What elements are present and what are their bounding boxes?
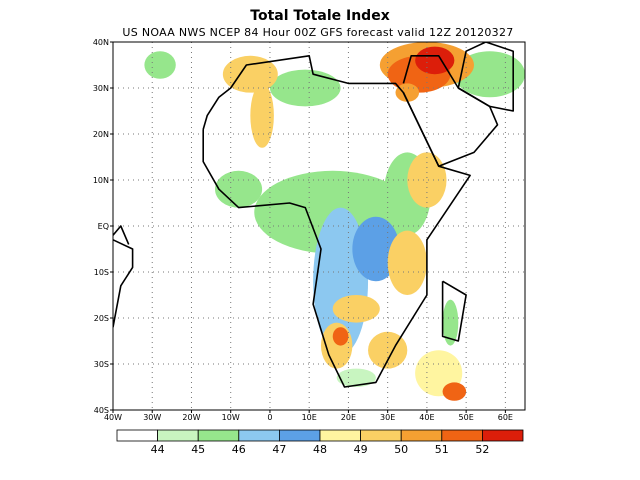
longitude-ticks: 40W 30W 20W 10W 0 10E 20E 30E 40E 50E 60E <box>104 410 513 422</box>
colorbar-swatch <box>278 429 321 442</box>
index-patch <box>269 69 341 107</box>
coastline <box>457 42 514 112</box>
lat-tick-label: 40N <box>93 38 109 47</box>
map-subtitle: US NOAA NWS NCEP 84 Hour 00Z GFS forecas… <box>122 26 514 39</box>
colorbar-label: 52 <box>475 443 489 456</box>
colorbar-swatch <box>400 429 443 442</box>
colorbar-label: 50 <box>394 443 408 456</box>
lon-tick-label: 40W <box>104 413 122 422</box>
lat-tick-label: 30S <box>94 360 109 369</box>
colorbar-swatch <box>116 429 158 442</box>
colorbar-label: 48 <box>313 443 327 456</box>
lat-tick-label: 10S <box>94 268 109 277</box>
latitude-ticks: 40N 30N 20N 10N EQ 10S 20S 30S 40S <box>93 38 113 415</box>
lat-tick-label: 20N <box>93 130 109 139</box>
coastline <box>202 55 471 388</box>
coastline <box>441 280 467 342</box>
colorbar-swatch <box>238 429 280 442</box>
colorbar-label: 44 <box>151 443 165 456</box>
lon-tick-label: 30E <box>380 413 395 422</box>
index-patch <box>215 170 263 208</box>
colorbar-swatch <box>197 429 240 442</box>
index-patch <box>250 83 274 148</box>
graticule <box>113 42 525 410</box>
colorbar-swatch <box>441 429 483 442</box>
colorbar-label: 49 <box>354 443 368 456</box>
index-patch <box>442 382 467 401</box>
colorbar-label: 47 <box>272 443 286 456</box>
colorbar-swatch <box>319 429 361 442</box>
index-patch <box>415 46 455 75</box>
index-patch <box>336 368 376 387</box>
lon-tick-label: 20W <box>182 413 200 422</box>
colorbar-label: 46 <box>232 443 246 456</box>
index-patch <box>332 295 380 323</box>
colorbar-swatch <box>360 429 402 442</box>
colorbar-swatch <box>481 429 524 442</box>
lat-tick-label: 30N <box>93 84 109 93</box>
colorbar-label: 45 <box>191 443 205 456</box>
coastline <box>113 225 130 245</box>
lon-tick-label: 20E <box>341 413 356 422</box>
colorbar-swatch <box>157 429 199 442</box>
index-patch <box>387 230 427 295</box>
lon-tick-label: 40E <box>419 413 434 422</box>
index-patch <box>442 299 459 346</box>
lon-tick-label: 30W <box>143 413 161 422</box>
index-patch <box>407 152 447 208</box>
lon-tick-label: 50E <box>459 413 474 422</box>
index-patch <box>332 327 349 346</box>
coastline <box>113 239 134 328</box>
lon-tick-label: 0 <box>267 413 272 422</box>
lat-tick-label: 10N <box>93 176 109 185</box>
index-patch <box>222 55 278 93</box>
lon-tick-label: 10W <box>222 413 240 422</box>
coastlines <box>113 42 514 388</box>
map-title: Total Totale Index <box>250 8 390 24</box>
index-patch <box>144 51 176 79</box>
colorbar-label: 51 <box>435 443 449 456</box>
colorbar: 44 45 46 47 48 49 50 51 52 <box>116 429 524 456</box>
lat-tick-label: 20S <box>94 314 109 323</box>
lon-tick-label: 10E <box>302 413 317 422</box>
lat-tick-label: EQ <box>98 222 109 231</box>
lon-tick-label: 60E <box>498 413 513 422</box>
lat-tick-label: 40S <box>94 406 109 415</box>
